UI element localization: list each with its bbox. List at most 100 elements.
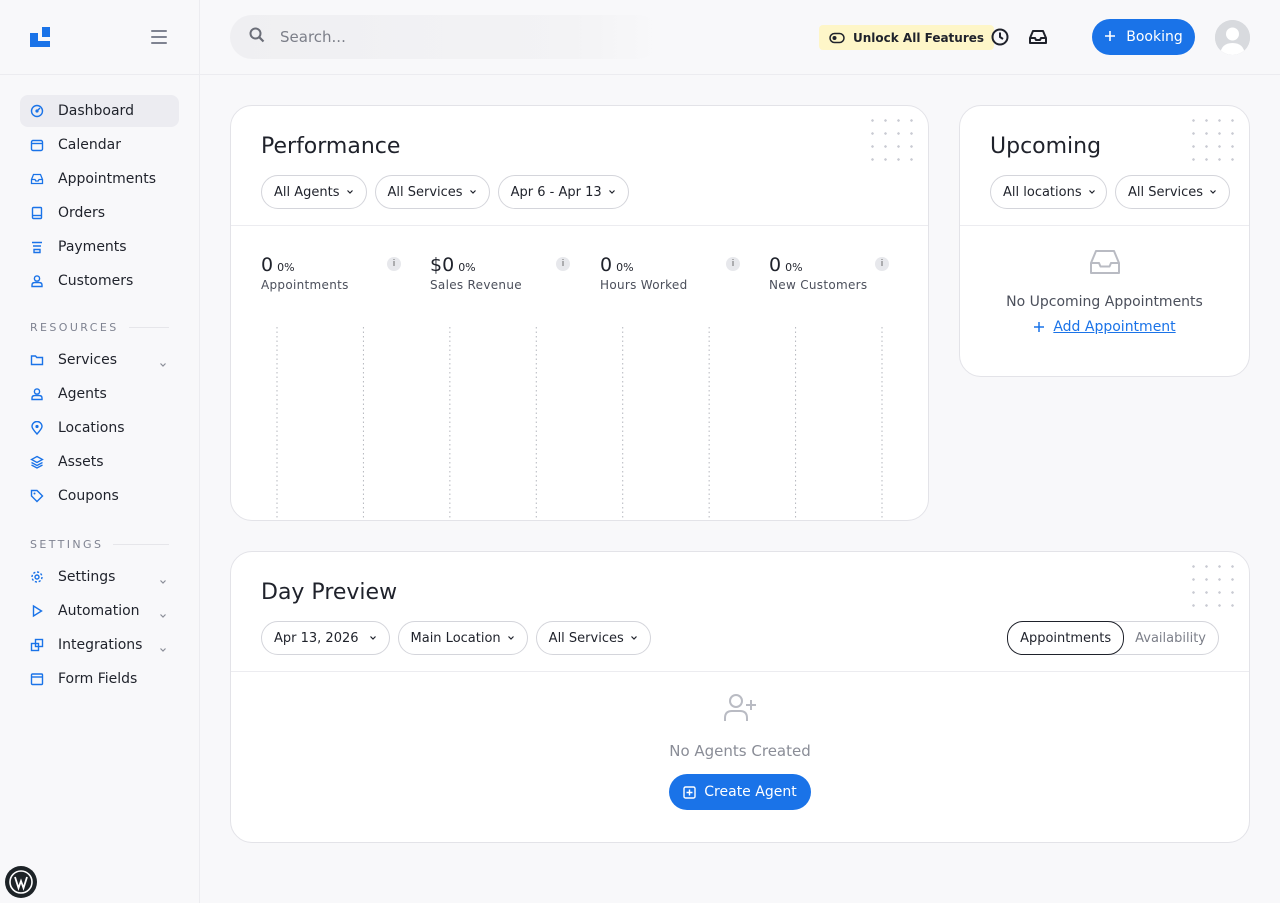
sidebar-item-locations[interactable]: Locations bbox=[20, 412, 179, 444]
sidebar-item-payments[interactable]: Payments bbox=[20, 231, 179, 263]
booking-label: Booking bbox=[1126, 29, 1183, 45]
decorative-dots bbox=[866, 114, 920, 168]
chevron-down-icon bbox=[1088, 189, 1096, 195]
stat-label: Hours Worked bbox=[600, 278, 688, 292]
service-filter[interactable]: All Services bbox=[1115, 175, 1231, 209]
sidebar-item-label: Services bbox=[58, 352, 118, 368]
day-preview-filters: Apr 13, 2026 Main Location All Services bbox=[261, 621, 651, 655]
sidebar-item-dashboard[interactable]: Dashboard bbox=[20, 95, 179, 127]
info-icon[interactable]: i bbox=[556, 257, 570, 271]
sidebar-item-label: Form Fields bbox=[58, 671, 138, 687]
search-input[interactable] bbox=[280, 28, 640, 46]
location-filter[interactable]: Main Location bbox=[397, 621, 528, 655]
tab-appointments[interactable]: Appointments bbox=[1007, 621, 1125, 655]
chevron-down-icon[interactable] bbox=[159, 573, 167, 589]
stat-percent: 0% bbox=[277, 261, 295, 274]
date-filter-label: Apr 13, 2026 bbox=[274, 630, 359, 646]
receipt-icon bbox=[30, 206, 44, 220]
sidebar-item-settings[interactable]: Settings bbox=[20, 561, 179, 593]
info-icon[interactable]: i bbox=[875, 257, 889, 271]
hamburger-icon[interactable] bbox=[149, 29, 169, 45]
decorative-dots bbox=[1187, 114, 1241, 168]
inbox-icon bbox=[960, 248, 1249, 280]
chevron-down-icon bbox=[469, 189, 477, 195]
sidebar-nav: Dashboard Calendar Appointments Orders P… bbox=[0, 75, 199, 695]
clock-icon[interactable] bbox=[990, 27, 1010, 47]
info-icon[interactable]: i bbox=[387, 257, 401, 271]
link-icon bbox=[30, 638, 44, 652]
location-filter-label: All locations bbox=[1003, 184, 1082, 200]
divider bbox=[231, 225, 928, 226]
stats-row: 0 0% Appointments i $0 0% Sales Revenue i … bbox=[231, 226, 928, 326]
stat-percent: 0% bbox=[616, 261, 634, 274]
location-filter-label: Main Location bbox=[410, 630, 501, 646]
sidebar-header bbox=[0, 0, 199, 75]
pin-icon bbox=[30, 421, 44, 435]
gear-icon bbox=[30, 570, 44, 584]
chevron-down-icon[interactable] bbox=[159, 641, 167, 657]
stat-sales-revenue: $0 0% Sales Revenue i bbox=[430, 254, 570, 292]
location-filter[interactable]: All locations bbox=[990, 175, 1107, 209]
stat-label: Sales Revenue bbox=[430, 278, 522, 292]
wordpress-icon[interactable] bbox=[5, 866, 37, 898]
form-icon bbox=[30, 672, 44, 686]
chevron-down-icon[interactable] bbox=[159, 607, 167, 623]
service-filter-label: All Services bbox=[1128, 184, 1204, 200]
search-bar[interactable] bbox=[230, 15, 660, 59]
service-filter[interactable]: All Services bbox=[535, 621, 651, 655]
upcoming-title: Upcoming bbox=[990, 134, 1102, 159]
add-appointment-link[interactable]: Add Appointment bbox=[1033, 319, 1176, 335]
sidebar-item-services[interactable]: Services bbox=[20, 344, 179, 376]
chevron-down-icon[interactable] bbox=[159, 356, 167, 372]
sidebar-item-label: Orders bbox=[58, 205, 106, 221]
user-icon bbox=[30, 274, 44, 288]
create-agent-button[interactable]: Create Agent bbox=[669, 774, 811, 810]
sidebar: Dashboard Calendar Appointments Orders P… bbox=[0, 0, 200, 903]
agent-filter[interactable]: All Agents bbox=[261, 175, 367, 209]
upcoming-filters: All locations All Services bbox=[990, 175, 1231, 209]
calendar-icon bbox=[30, 138, 44, 152]
date-range-filter[interactable]: Apr 6 - Apr 13 bbox=[497, 175, 629, 209]
sidebar-item-label: Appointments bbox=[58, 171, 157, 187]
service-filter[interactable]: All Services bbox=[374, 175, 490, 209]
stat-hours-worked: 0 0% Hours Worked i bbox=[600, 254, 740, 292]
empty-message: No Agents Created bbox=[669, 742, 811, 760]
stat-label: New Customers bbox=[769, 278, 868, 292]
stat-value: 0 bbox=[261, 254, 274, 276]
divider bbox=[960, 225, 1249, 226]
upcoming-empty-state: No Upcoming Appointments Add Appointment bbox=[960, 248, 1249, 337]
sidebar-item-form-fields[interactable]: Form Fields bbox=[20, 663, 179, 695]
inbox-icon[interactable] bbox=[1028, 27, 1048, 47]
stat-appointments: 0 0% Appointments i bbox=[261, 254, 401, 292]
sidebar-item-label: Dashboard bbox=[58, 103, 134, 119]
sidebar-item-appointments[interactable]: Appointments bbox=[20, 163, 179, 195]
info-icon[interactable]: i bbox=[726, 257, 740, 271]
date-filter[interactable]: Apr 13, 2026 bbox=[261, 621, 390, 655]
plus-icon bbox=[1033, 321, 1045, 333]
sidebar-item-automation[interactable]: Automation bbox=[20, 595, 179, 627]
agent-filter-label: All Agents bbox=[274, 184, 340, 200]
topbar: Unlock All Features Booking bbox=[200, 0, 1280, 75]
sidebar-item-customers[interactable]: Customers bbox=[20, 265, 179, 297]
sidebar-item-orders[interactable]: Orders bbox=[20, 197, 179, 229]
sidebar-item-assets[interactable]: Assets bbox=[20, 446, 179, 478]
app-logo[interactable] bbox=[30, 27, 50, 47]
tab-availability[interactable]: Availability bbox=[1135, 630, 1206, 646]
sidebar-item-label: Settings bbox=[58, 569, 116, 585]
avatar[interactable] bbox=[1215, 20, 1250, 55]
sidebar-item-coupons[interactable]: Coupons bbox=[20, 480, 179, 512]
sidebar-item-calendar[interactable]: Calendar bbox=[20, 129, 179, 161]
folder-icon bbox=[30, 353, 44, 367]
unlock-features-label: Unlock All Features bbox=[853, 30, 985, 45]
upcoming-card: Upcoming All locations All Services No U… bbox=[959, 105, 1250, 377]
create-agent-label: Create Agent bbox=[704, 784, 797, 800]
chevron-down-icon bbox=[346, 189, 354, 195]
unlock-features-button[interactable]: Unlock All Features bbox=[819, 25, 995, 50]
sidebar-item-integrations[interactable]: Integrations bbox=[20, 629, 179, 661]
sidebar-item-agents[interactable]: Agents bbox=[20, 378, 179, 410]
new-booking-button[interactable]: Booking bbox=[1092, 19, 1195, 55]
tag-icon bbox=[30, 489, 44, 503]
section-heading-resources: RESOURCES bbox=[20, 307, 179, 344]
performance-card: Performance All Agents All Services Apr … bbox=[230, 105, 929, 521]
date-range-label: Apr 6 - Apr 13 bbox=[510, 184, 602, 200]
